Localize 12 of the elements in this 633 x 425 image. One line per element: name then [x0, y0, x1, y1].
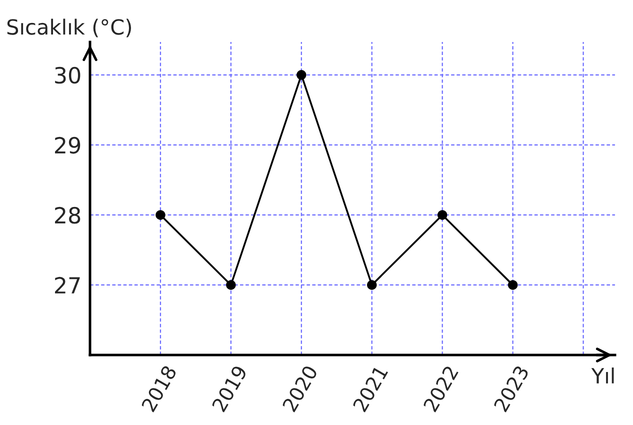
point	[156, 210, 166, 220]
y-tick-label: 30	[55, 66, 80, 84]
point	[367, 280, 377, 290]
point	[508, 280, 518, 290]
y-axis-title: Sıcaklık (°C)	[7, 18, 131, 38]
y-tick-label: 28	[55, 206, 80, 224]
point	[296, 70, 306, 80]
y-tick-label: 29	[55, 136, 80, 154]
point	[226, 280, 236, 290]
y-tick-label: 27	[55, 276, 80, 294]
x-axis-title: Yıl	[591, 368, 614, 384]
point	[437, 210, 448, 220]
